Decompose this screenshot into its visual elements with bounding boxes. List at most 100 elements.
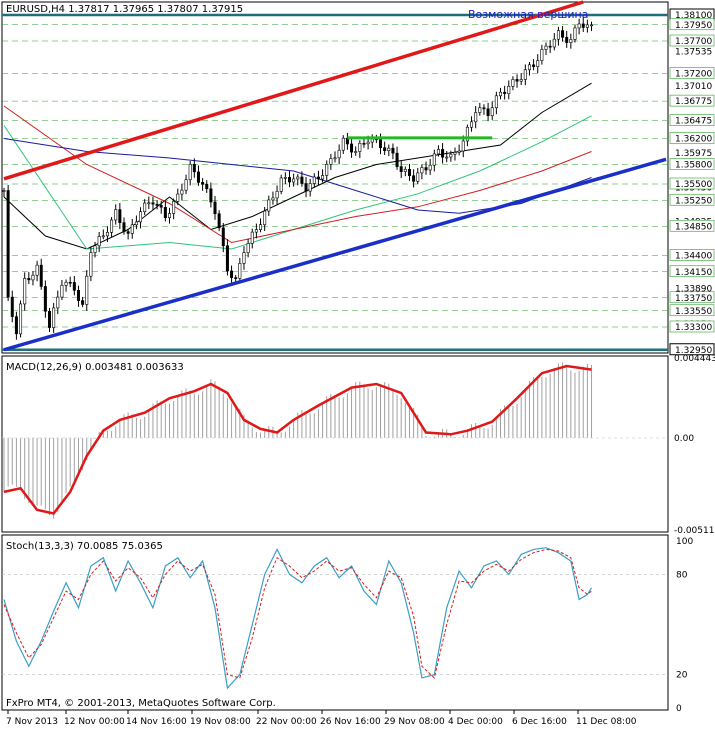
candle-body <box>230 270 234 278</box>
candle-body <box>279 177 283 192</box>
candle-body <box>217 213 221 229</box>
candle-body <box>168 213 172 219</box>
stoch-tick-label: 20 <box>676 671 688 681</box>
candle-body <box>395 152 399 167</box>
candle-body <box>325 163 329 176</box>
price-level-box <box>669 320 715 333</box>
candle-body <box>213 201 217 215</box>
candle-body <box>308 183 312 192</box>
candle-body <box>532 64 536 67</box>
chart-title: EURUSD,H4 1.37817 1.37965 1.37807 1.3791… <box>6 4 243 15</box>
candle-body <box>333 157 337 160</box>
price-level-label: 1.32950 <box>675 346 712 356</box>
price-level-label: 1.34150 <box>675 268 712 278</box>
price-level-label: 1.37950 <box>675 21 712 31</box>
candle-body <box>64 281 68 286</box>
candle-body <box>300 176 304 184</box>
candle-body <box>341 137 345 151</box>
candle-body <box>114 209 118 221</box>
time-tick-label: 11 Dec 08:00 <box>576 717 637 727</box>
candle-body <box>561 30 565 38</box>
candle-body <box>379 139 383 148</box>
candle-body <box>436 149 440 155</box>
candle-body <box>85 275 89 305</box>
time-tick-label: 14 Nov 16:00 <box>126 717 187 727</box>
candle-body <box>147 202 151 205</box>
candle-body <box>105 232 109 237</box>
candle-body <box>192 163 196 173</box>
candle-body <box>407 168 411 177</box>
candle-body <box>590 24 594 27</box>
macd-pane <box>1 355 669 533</box>
candle-body <box>329 158 333 165</box>
candle-body <box>52 307 56 328</box>
candle-body <box>519 79 523 82</box>
candle-body <box>304 183 308 192</box>
candle-body <box>155 203 159 206</box>
price-tick-label: 1.35975 <box>675 149 712 159</box>
candle-body <box>403 168 407 172</box>
candle-body <box>449 153 453 158</box>
candle-body <box>354 151 358 153</box>
time-tick-label: 26 Nov 16:00 <box>320 717 381 727</box>
time-tick-label: 4 Dec 00:00 <box>448 717 503 727</box>
price-tick-label: 1.37535 <box>675 48 712 58</box>
candle-body <box>234 277 238 279</box>
candle-body <box>139 211 143 223</box>
price-level-box <box>669 193 715 206</box>
candle-body <box>81 300 85 305</box>
candle-body <box>101 235 105 238</box>
candle-body <box>159 205 163 208</box>
candle-body <box>275 191 279 199</box>
candle-body <box>416 172 420 182</box>
candle-body <box>548 45 552 48</box>
candle-body <box>130 224 134 234</box>
candle-body <box>10 296 14 317</box>
candle-body <box>577 23 581 29</box>
candle-body <box>358 142 362 152</box>
candle-body <box>68 281 72 284</box>
price-level-box <box>669 158 715 170</box>
candle-body <box>209 188 213 203</box>
candle-body <box>238 263 242 279</box>
stoch-tick-label: 80 <box>676 570 688 580</box>
candle-body <box>196 171 200 183</box>
candle-body <box>457 150 461 153</box>
candle-body <box>399 166 403 172</box>
candle-body <box>221 227 225 247</box>
candle-body <box>176 193 180 202</box>
candle-body <box>2 190 6 192</box>
candle-body <box>259 224 263 230</box>
candle-body <box>507 85 511 94</box>
stoch-signal-line <box>3 548 592 679</box>
price-level-box <box>669 177 715 190</box>
candle-body <box>515 79 519 82</box>
candle-body <box>527 64 531 71</box>
price-level-label: 1.36775 <box>675 97 712 107</box>
candle-body <box>362 142 366 145</box>
candle-body <box>76 289 80 301</box>
candle-body <box>470 121 474 128</box>
candle-body <box>337 149 341 159</box>
candle-body <box>72 282 76 291</box>
price-level-box <box>669 18 715 31</box>
price-level-label: 1.33300 <box>675 323 712 333</box>
time-tick-label: 12 Nov 00:00 <box>64 717 125 727</box>
candle-body <box>292 178 296 183</box>
price-level-box <box>669 94 715 107</box>
price-level-box <box>669 67 715 79</box>
price-level-box <box>669 304 715 317</box>
candle-body <box>482 107 486 110</box>
candle-body <box>134 221 138 226</box>
time-tick-label: 6 Dec 16:00 <box>512 717 567 727</box>
candle-body <box>581 23 585 28</box>
moving-average-line <box>3 115 592 250</box>
candle-body <box>556 30 560 40</box>
price-level-box <box>669 265 715 278</box>
candle-body <box>366 141 370 145</box>
candle-body <box>263 210 267 225</box>
candle-body <box>536 60 540 67</box>
price-level-box <box>669 34 715 47</box>
time-tick-label: 7 Nov 2013 <box>6 717 58 727</box>
macd-tick-label: -0.005119 <box>674 526 715 536</box>
